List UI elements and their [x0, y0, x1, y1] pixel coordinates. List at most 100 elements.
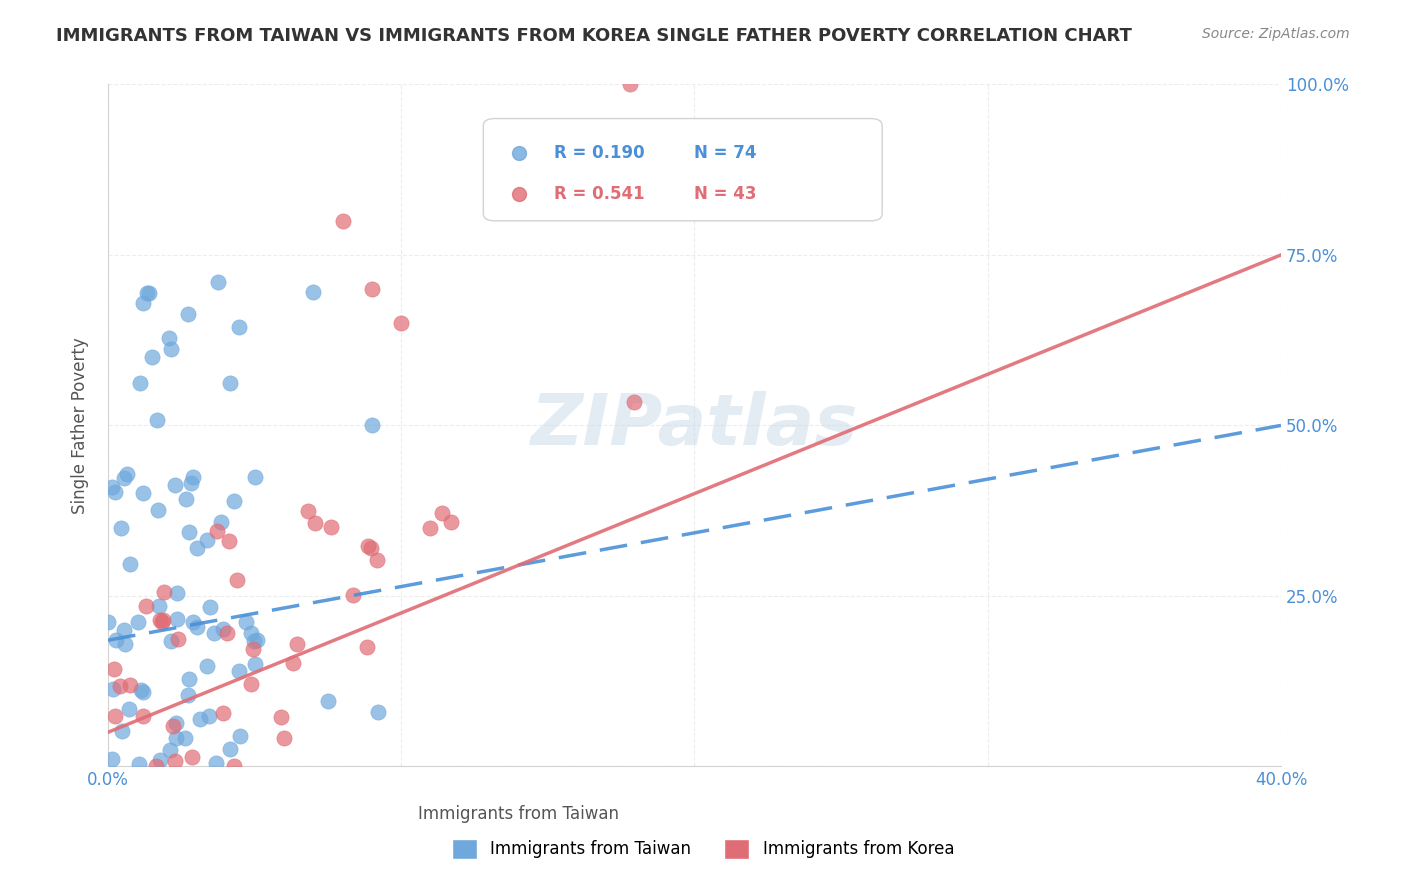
Point — [103, 662, 125, 676]
Point — [212, 623, 235, 637]
Point — [228, 320, 250, 334]
Point — [240, 677, 263, 691]
Point — [361, 418, 384, 433]
Point — [198, 709, 221, 723]
Point — [209, 515, 232, 529]
Point — [222, 494, 245, 508]
Point — [205, 524, 228, 539]
FancyBboxPatch shape — [484, 119, 882, 221]
Point — [218, 533, 240, 548]
Point — [110, 521, 132, 535]
Point — [195, 533, 218, 548]
Point — [205, 756, 228, 770]
Point — [246, 632, 269, 647]
Point — [150, 615, 173, 630]
Point — [228, 665, 250, 679]
Point — [1123, 145, 1146, 160]
Point — [302, 285, 325, 300]
Point — [97, 615, 120, 629]
Point — [132, 685, 155, 699]
Point — [166, 586, 188, 600]
Point — [212, 706, 235, 720]
Point — [177, 524, 200, 539]
Point — [342, 588, 364, 602]
Point — [222, 759, 245, 773]
Point — [356, 640, 378, 654]
Point — [243, 633, 266, 648]
Text: IMMIGRANTS FROM TAIWAN VS IMMIGRANTS FROM KOREA SINGLE FATHER POVERTY CORRELATIO: IMMIGRANTS FROM TAIWAN VS IMMIGRANTS FRO… — [56, 27, 1132, 45]
Point — [103, 682, 125, 697]
Text: R = 0.190: R = 0.190 — [554, 144, 644, 161]
Point — [316, 694, 339, 708]
Point — [110, 724, 132, 739]
Point — [117, 701, 139, 715]
Text: ZIPatlas: ZIPatlas — [531, 391, 858, 460]
Point — [159, 743, 181, 757]
Point — [157, 331, 180, 345]
Point — [128, 756, 150, 771]
Point — [135, 599, 157, 614]
Point — [149, 613, 172, 627]
Point — [229, 730, 252, 744]
Point — [366, 553, 388, 567]
Point — [165, 754, 187, 768]
Point — [146, 413, 169, 427]
Point — [297, 504, 319, 518]
Point — [129, 376, 152, 391]
Point — [218, 376, 240, 390]
Point — [440, 515, 463, 529]
Point — [332, 214, 354, 228]
Point — [138, 286, 160, 301]
Point — [100, 752, 122, 766]
Point — [176, 492, 198, 507]
Point — [129, 683, 152, 698]
Text: R = 0.541: R = 0.541 — [554, 185, 644, 202]
Point — [112, 471, 135, 485]
Point — [198, 599, 221, 614]
Point — [112, 623, 135, 637]
Point — [273, 731, 295, 746]
Point — [131, 709, 153, 723]
Point — [148, 599, 170, 614]
Point — [160, 342, 183, 356]
Point — [281, 656, 304, 670]
Point — [104, 484, 127, 499]
Point — [114, 637, 136, 651]
Point — [127, 615, 149, 629]
Point — [165, 715, 187, 730]
Point — [166, 612, 188, 626]
Point — [181, 615, 204, 630]
Point — [270, 710, 292, 724]
Text: Immigrants from Taiwan: Immigrants from Taiwan — [418, 805, 619, 823]
Point — [219, 741, 242, 756]
Point — [419, 521, 441, 535]
Point — [177, 306, 200, 320]
Point — [217, 625, 239, 640]
Text: N = 43: N = 43 — [695, 185, 756, 202]
Point — [149, 753, 172, 767]
Point — [285, 637, 308, 651]
Point — [186, 541, 208, 555]
Point — [174, 731, 197, 745]
Point — [153, 585, 176, 599]
Point — [165, 731, 187, 745]
Point — [190, 712, 212, 726]
Point — [235, 615, 257, 629]
Point — [242, 641, 264, 656]
Point — [177, 672, 200, 686]
Text: N = 74: N = 74 — [695, 144, 756, 161]
Point — [141, 350, 163, 364]
Point — [1123, 186, 1146, 201]
Point — [304, 516, 326, 530]
Text: Source: ZipAtlas.com: Source: ZipAtlas.com — [1202, 27, 1350, 41]
Point — [225, 574, 247, 588]
Point — [160, 633, 183, 648]
Point — [181, 470, 204, 484]
Point — [180, 750, 202, 764]
Point — [202, 626, 225, 640]
Point — [132, 485, 155, 500]
Point — [177, 689, 200, 703]
Point — [357, 539, 380, 553]
Point — [118, 678, 141, 692]
Point — [132, 295, 155, 310]
